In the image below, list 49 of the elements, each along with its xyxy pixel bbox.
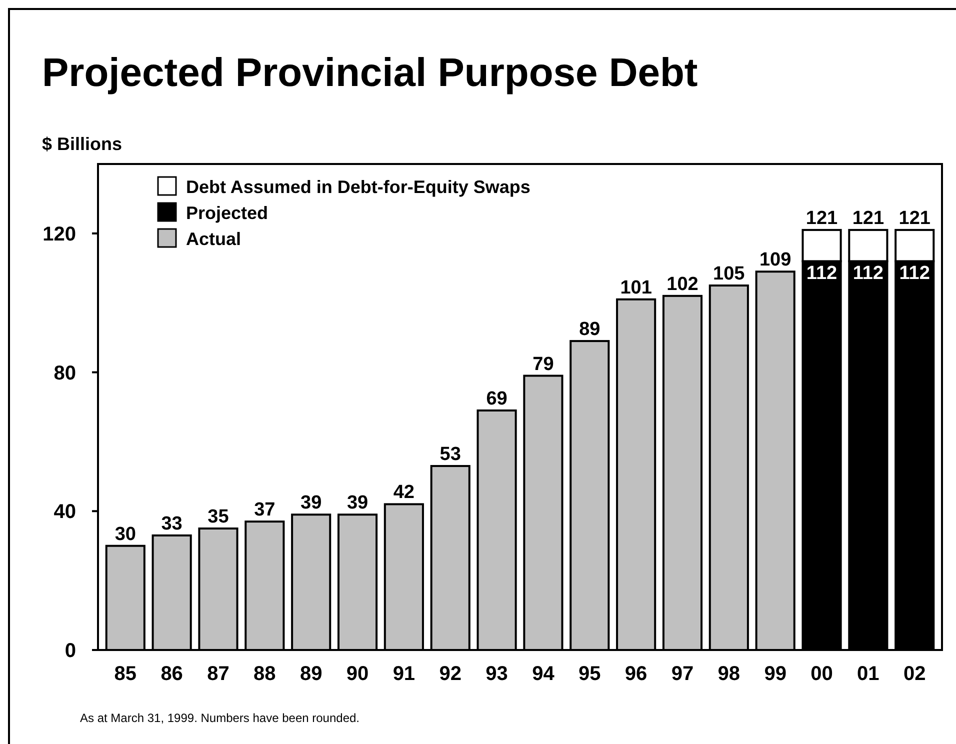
chart-title: Projected Provincial Purpose Debt bbox=[42, 51, 698, 95]
x-tick-label: 00 bbox=[810, 663, 833, 685]
data-label: 105 bbox=[713, 264, 746, 284]
x-tick-label: 02 bbox=[903, 663, 926, 685]
x-tick-label: 88 bbox=[254, 663, 276, 685]
legend-label: Debt Assumed in Debt-for-Equity Swaps bbox=[186, 177, 530, 197]
data-label: 33 bbox=[161, 513, 182, 534]
data-label: 102 bbox=[666, 274, 698, 295]
x-tick-label: 86 bbox=[160, 663, 183, 685]
x-tick-label: 87 bbox=[207, 663, 230, 685]
legend-label: Actual bbox=[186, 229, 242, 249]
total-label: 121 bbox=[806, 208, 838, 229]
x-tick-label: 91 bbox=[392, 663, 416, 685]
x-tick-label: 95 bbox=[578, 663, 601, 685]
data-label: 89 bbox=[579, 319, 600, 340]
y-tick-label: 40 bbox=[54, 501, 76, 524]
data-label: 53 bbox=[440, 444, 461, 466]
y-axis-title: $ Billions bbox=[42, 134, 122, 154]
data-label: 109 bbox=[759, 250, 792, 271]
data-label: 30 bbox=[114, 524, 136, 545]
x-tick-label: 89 bbox=[300, 663, 322, 685]
data-label: 112 bbox=[899, 263, 930, 284]
data-label: 35 bbox=[208, 506, 230, 528]
x-tick-label: 93 bbox=[486, 663, 508, 685]
data-label: 69 bbox=[486, 388, 508, 410]
data-label: 112 bbox=[852, 263, 884, 284]
x-tick-label: 98 bbox=[718, 663, 740, 685]
x-tick-label: 96 bbox=[624, 663, 648, 685]
data-label: 39 bbox=[300, 492, 322, 514]
text: As at March 31, 1999. Numbers have been rounded. bbox=[80, 711, 360, 725]
y-tick-label: 80 bbox=[54, 362, 76, 384]
x-tick-label: 97 bbox=[671, 663, 694, 685]
y-tick-label: 0 bbox=[64, 640, 76, 662]
x-tick-label: 90 bbox=[346, 663, 369, 685]
data-label: 79 bbox=[532, 354, 554, 375]
x-tick-label: 92 bbox=[439, 663, 462, 685]
data-label: 42 bbox=[393, 482, 415, 504]
data-label: 37 bbox=[254, 500, 276, 521]
legend-label: Projected bbox=[186, 203, 268, 223]
total-label: 121 bbox=[852, 208, 884, 229]
data-label: 112 bbox=[806, 263, 838, 284]
x-tick-label: 85 bbox=[114, 663, 137, 685]
x-tick-label: 94 bbox=[532, 663, 556, 685]
data-label: 39 bbox=[346, 492, 368, 514]
data-label: 101 bbox=[620, 277, 652, 298]
y-tick-label: 120 bbox=[42, 223, 76, 246]
x-tick-label: 99 bbox=[764, 663, 786, 685]
x-tick-label: 01 bbox=[857, 663, 880, 685]
total-label: 121 bbox=[898, 208, 931, 229]
